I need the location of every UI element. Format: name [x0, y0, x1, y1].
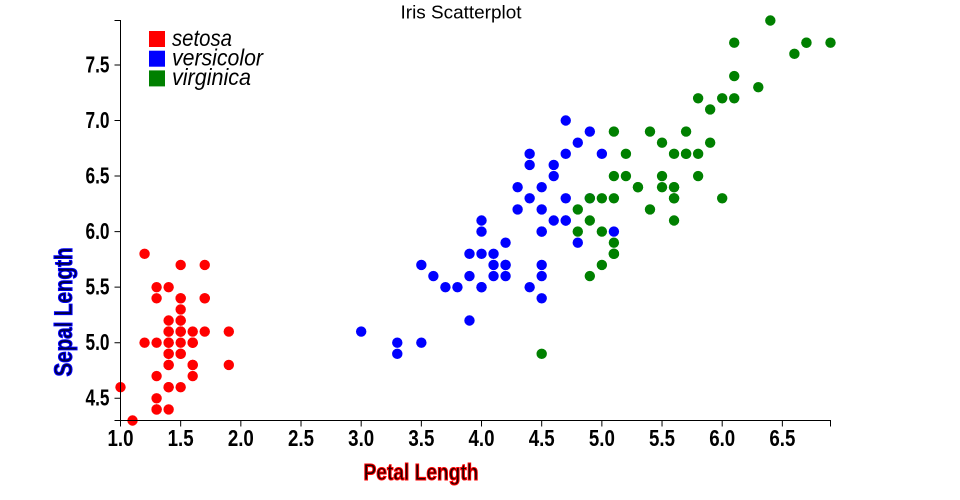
svg-text:4.0: 4.0 [469, 425, 495, 451]
svg-text:4.5: 4.5 [529, 425, 555, 451]
svg-text:3.5: 3.5 [408, 425, 434, 451]
svg-text:6.5: 6.5 [769, 425, 795, 451]
svg-text:7.0: 7.0 [86, 107, 110, 133]
svg-text:Iris Scatterplot: Iris Scatterplot [401, 3, 522, 23]
svg-text:1.0: 1.0 [108, 425, 134, 451]
svg-text:2.5: 2.5 [288, 425, 314, 451]
svg-text:Petal Length: Petal Length [364, 459, 479, 485]
svg-text:versicolor: versicolor [172, 45, 264, 71]
svg-text:6.5: 6.5 [86, 162, 110, 188]
svg-text:5.0: 5.0 [589, 425, 615, 451]
svg-text:4.5: 4.5 [86, 385, 110, 411]
svg-text:5.5: 5.5 [649, 425, 675, 451]
svg-text:3.0: 3.0 [348, 425, 374, 451]
svg-text:virginica: virginica [172, 64, 251, 90]
svg-text:6.0: 6.0 [709, 425, 735, 451]
svg-text:setosa: setosa [172, 25, 232, 51]
svg-text:2.0: 2.0 [228, 425, 254, 451]
svg-text:1.5: 1.5 [168, 425, 194, 451]
svg-text:5.0: 5.0 [86, 329, 110, 355]
svg-text:7.5: 7.5 [86, 51, 110, 77]
svg-text:6.0: 6.0 [86, 218, 110, 244]
svg-text:Sepal Length: Sepal Length [50, 248, 78, 377]
svg-text:5.5: 5.5 [86, 274, 110, 300]
